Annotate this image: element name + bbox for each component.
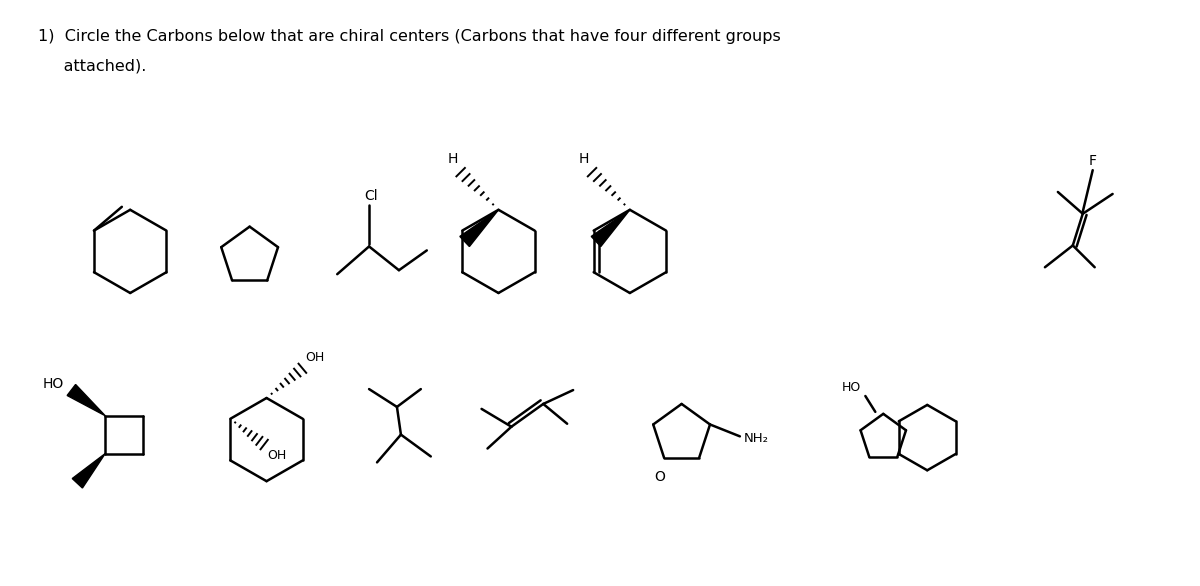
Text: Cl: Cl	[365, 189, 378, 203]
Text: O: O	[655, 469, 666, 483]
Text: H: H	[578, 152, 589, 166]
Polygon shape	[72, 454, 106, 488]
Text: HO: HO	[842, 381, 862, 394]
Text: HO: HO	[42, 377, 64, 391]
Text: OH: OH	[268, 448, 287, 462]
Polygon shape	[592, 210, 630, 247]
Text: 1)  Circle the Carbons below that are chiral centers (Carbons that have four dif: 1) Circle the Carbons below that are chi…	[37, 29, 780, 43]
Polygon shape	[67, 384, 106, 415]
Polygon shape	[460, 210, 498, 247]
Text: H: H	[448, 152, 458, 166]
Text: attached).: attached).	[37, 58, 146, 73]
Text: F: F	[1088, 154, 1097, 168]
Text: OH: OH	[305, 352, 325, 364]
Text: NH₂: NH₂	[744, 432, 769, 445]
